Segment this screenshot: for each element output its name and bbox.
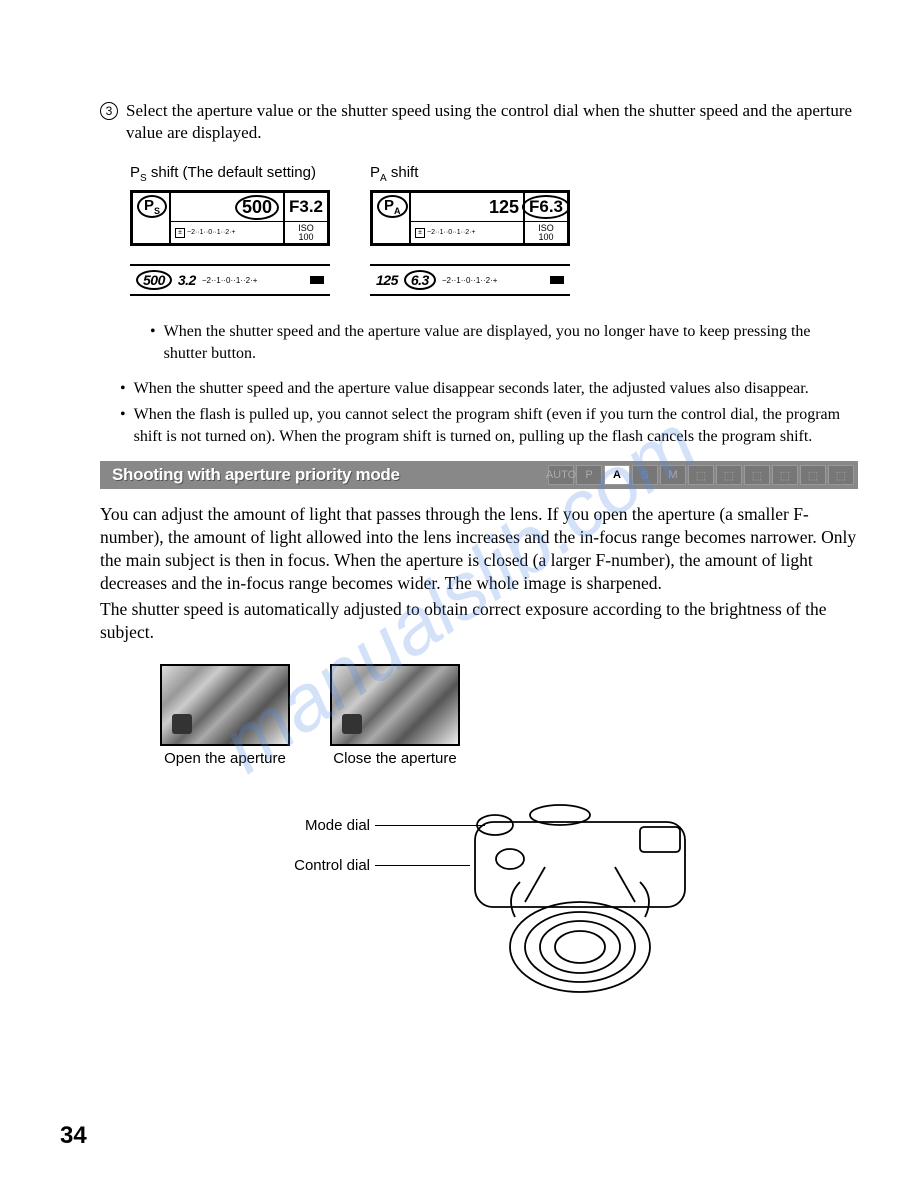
ps-ev-scale: ± −2··1··0··1··2·+ [171,221,283,243]
control-dial-label: Control dial [260,857,370,874]
lcd-displays-row: PS 500 ± −2··1··0··1··2·+ F3.2 ISO 100 [130,190,858,296]
mode-chip-scene4: ⬚ [772,465,798,485]
bullet-1: • When the shutter speed and the apertur… [120,378,858,400]
pa-ev-scale: ± −2··1··0··1··2·+ [411,221,523,243]
pa-display-block: PA 125 ± −2··1··0··1··2·+ F6.3 ISO 100 [370,190,570,296]
ps-display-block: PS 500 ± −2··1··0··1··2·+ F3.2 ISO 100 [130,190,330,296]
ps-fvalue: F3.2 [285,193,327,221]
ps-bottom-f: 3.2 [178,272,196,288]
aperture-examples-row: Open the aperture Close the aperture [160,664,858,767]
ps-lcd-box: PS 500 ± −2··1··0··1··2·+ F3.2 ISO 100 [130,190,330,246]
battery-icon [310,276,324,284]
ps-iso: ISO 100 [285,221,327,243]
step-number-badge: 3 [100,102,118,120]
pa-shift-label: PA shift [370,164,418,184]
mode-chip-p: P [576,465,602,485]
mode-chip-scene5: ⬚ [800,465,826,485]
mode-chip-scene1: ⬚ [688,465,714,485]
ps-center-cell: 500 ± −2··1··0··1··2·+ [171,193,285,243]
mode-chip-a: A [604,465,630,485]
ev-icon: ± [415,228,425,238]
ps-bottom-ev: −2··1··0··1··2·+ [202,276,258,285]
body-paragraph-1: You can adjust the amount of light that … [100,503,858,595]
mode-chip-scene6: ⬚ [828,465,854,485]
pa-bottom-f: 6.3 [404,270,436,290]
bullet-2: • When the flash is pulled up, you canno… [120,404,858,447]
section-header-bar: Shooting with aperture priority mode AUT… [100,461,858,489]
pa-bottom-ev: −2··1··0··1··2·+ [442,276,498,285]
ps-bottom-shutter: 500 [136,270,172,290]
mode-chip-auto: AUTO [548,465,574,485]
ps-shutter-value: 500 [171,193,283,221]
mode-chip-scene3: ⬚ [744,465,770,485]
page-number: 34 [60,1122,87,1150]
close-aperture-example: Close the aperture [330,664,460,767]
mode-chip-scene2: ⬚ [716,465,742,485]
open-aperture-label: Open the aperture [160,750,290,767]
open-aperture-image [160,664,290,746]
pa-right-cell: F6.3 ISO 100 [525,193,567,243]
close-aperture-image [330,664,460,746]
pa-lcd-box: PA 125 ± −2··1··0··1··2·+ F6.3 ISO 100 [370,190,570,246]
section-title: Shooting with aperture priority mode [112,465,546,485]
ps-mode-cell: PS [133,193,171,243]
pa-center-cell: 125 ± −2··1··0··1··2·+ [411,193,525,243]
ps-mode-label: PS [137,195,167,218]
pa-iso: ISO 100 [525,221,567,243]
pa-bottom-strip: 125 6.3 −2··1··0··1··2·+ [370,264,570,296]
mode-chip-s: S [632,465,658,485]
sub-bullet-1: • When the shutter speed and the apertur… [150,321,858,364]
ps-shift-label: PS shift (The default setting) [130,164,330,184]
step-text: Select the aperture value or the shutter… [126,100,858,144]
battery-icon [550,276,564,284]
mode-chip-m: M [660,465,686,485]
pa-bottom-shutter: 125 [376,272,398,288]
pa-fvalue: F6.3 [525,193,567,221]
close-aperture-label: Close the aperture [330,750,460,767]
camera-diagram: Mode dial Control dial [240,797,858,1057]
pa-mode-cell: PA [373,193,411,243]
shift-labels-row: PS shift (The default setting) PA shift [130,164,858,184]
mode-dial-label: Mode dial [280,817,370,834]
ps-right-cell: F3.2 ISO 100 [285,193,327,243]
pa-shutter-value: 125 [411,193,523,221]
ev-icon: ± [175,228,185,238]
pa-mode-label: PA [377,195,408,218]
step-row: 3 Select the aperture value or the shutt… [100,100,858,144]
open-aperture-example: Open the aperture [160,664,290,767]
ps-bottom-strip: 500 3.2 −2··1··0··1··2·+ [130,264,330,296]
body-paragraph-2: The shutter speed is automatically adjus… [100,598,858,644]
camera-illustration [450,797,720,1037]
